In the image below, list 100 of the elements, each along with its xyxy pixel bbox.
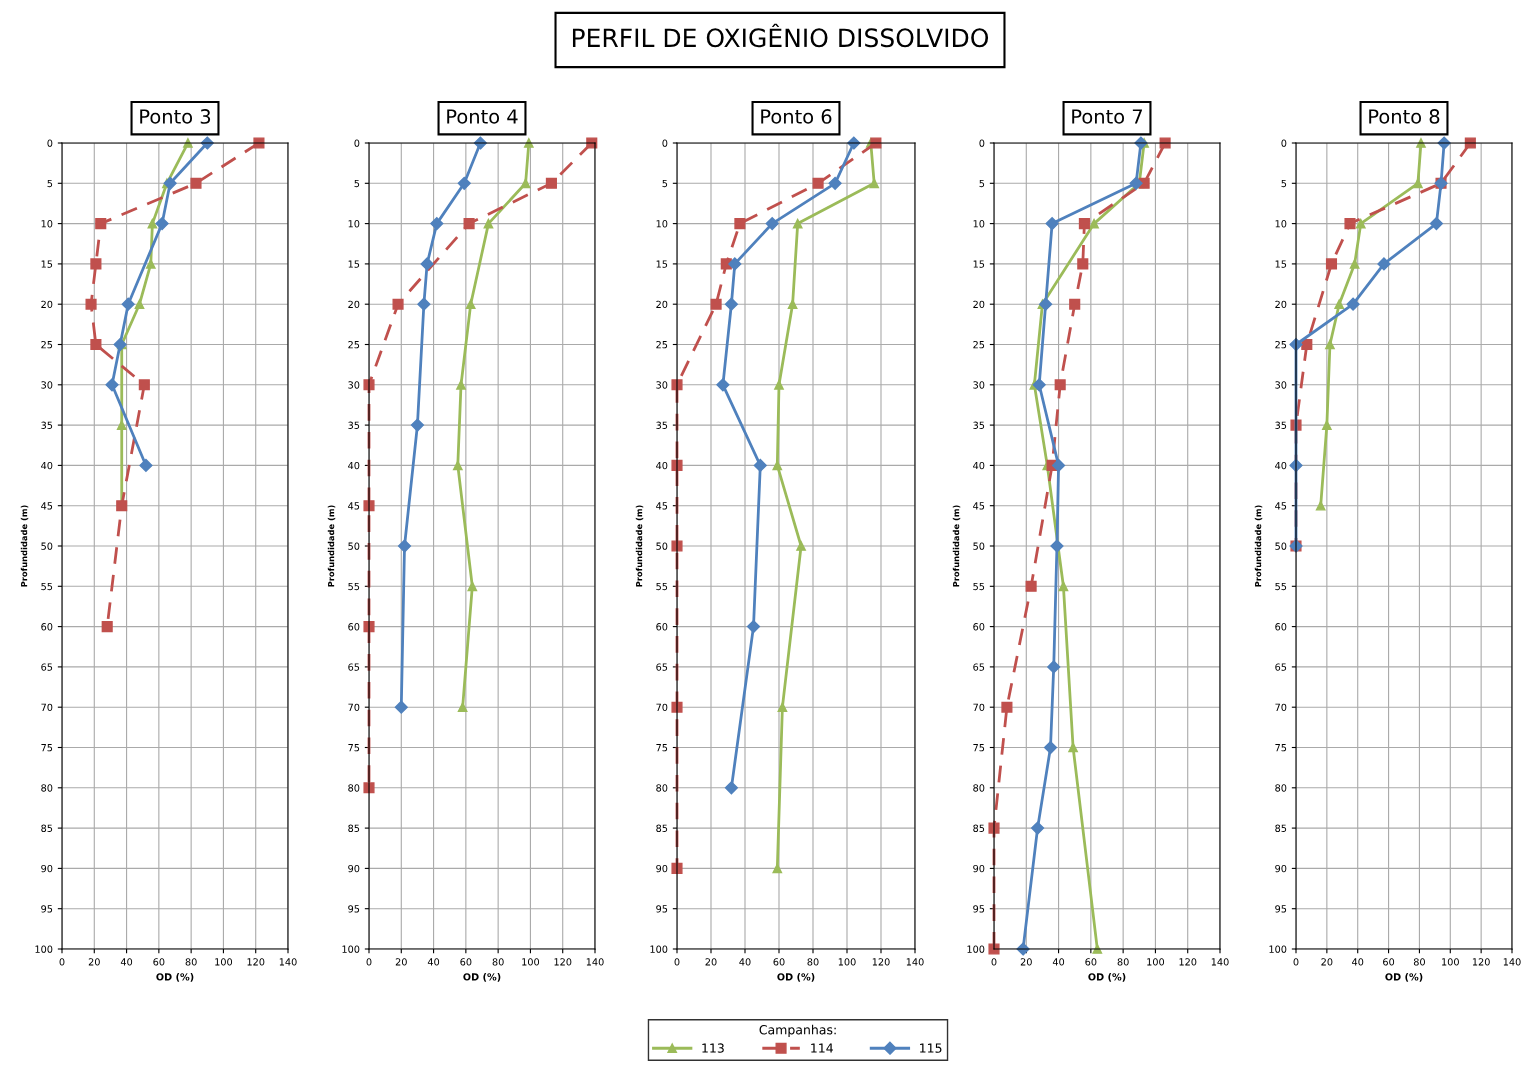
x-tick-label: 120 (247, 958, 265, 966)
y-tick-label: 70 (348, 703, 360, 712)
y-tick-label: 15 (348, 260, 360, 268)
y-tick-label: 90 (41, 864, 53, 873)
legend-label: 113 (702, 1043, 724, 1053)
y-tick-label: 20 (973, 300, 985, 309)
y-tick-label: 95 (973, 905, 985, 913)
y-tick-label: 0 (47, 139, 53, 147)
x-tick-label: 40 (1352, 958, 1364, 966)
x-tick-label: 80 (185, 958, 197, 966)
x-tick-label: 100 (215, 958, 233, 966)
x-tick-label: 140 (279, 958, 297, 966)
legend-label: 115 (920, 1043, 942, 1053)
y-tick-label: 5 (662, 179, 668, 188)
x-axis-title: OD (%) (156, 973, 194, 982)
y-tick-label: 20 (1275, 300, 1287, 309)
x-tick-label: 120 (1179, 958, 1197, 966)
x-tick-label: 100 (1442, 958, 1459, 966)
y-tick-label: 50 (1275, 542, 1287, 550)
y-tick-label: 95 (1275, 905, 1287, 913)
y-axis-title: Profundidade (m) (1254, 505, 1263, 587)
y-tick-label: 45 (41, 502, 53, 510)
y-tick-label: 55 (41, 582, 53, 591)
x-tick-label: 40 (1052, 958, 1065, 966)
y-tick-label: 40 (41, 461, 53, 470)
x-tick-label: 80 (1413, 958, 1425, 966)
y-tick-label: 75 (1275, 744, 1287, 752)
x-tick-label: 100 (838, 958, 856, 966)
y-tick-label: 35 (973, 421, 985, 429)
x-tick-label: 140 (1211, 958, 1229, 966)
y-tick-label: 70 (656, 703, 668, 712)
y-tick-label: 30 (1275, 381, 1287, 389)
chart-title: Ponto 7 (1072, 109, 1142, 124)
y-tick-label: 5 (1281, 179, 1287, 188)
y-tick-label: 90 (656, 864, 668, 873)
y-tick-label: 95 (656, 905, 668, 913)
y-tick-label: 50 (348, 542, 360, 550)
y-tick-label: 45 (1275, 502, 1287, 510)
y-tick-label: 40 (348, 461, 360, 470)
y-tick-label: 85 (973, 824, 985, 832)
y-tick-label: 90 (348, 864, 360, 873)
y-tick-label: 25 (348, 340, 360, 349)
chart-title: Ponto 8 (1369, 109, 1440, 124)
x-tick-label: 20 (1321, 958, 1333, 966)
y-tick-label: 30 (348, 381, 360, 389)
y-tick-label: 15 (41, 260, 53, 268)
x-tick-label: 140 (1503, 958, 1521, 966)
y-tick-label: 55 (1275, 582, 1287, 591)
x-tick-label: 20 (1020, 958, 1032, 966)
y-tick-label: 55 (348, 582, 360, 591)
x-tick-label: 0 (1293, 958, 1299, 966)
y-tick-label: 20 (656, 300, 668, 309)
x-tick-label: 80 (1117, 958, 1129, 966)
y-tick-label: 45 (348, 502, 360, 510)
y-tick-label: 50 (973, 542, 985, 550)
y-tick-label: 60 (348, 623, 360, 631)
y-tick-label: 15 (973, 260, 985, 268)
y-tick-label: 100 (650, 945, 668, 953)
y-tick-label: 35 (1275, 421, 1287, 429)
y-tick-label: 15 (1275, 260, 1287, 268)
y-tick-label: 5 (979, 179, 985, 188)
y-tick-label: 95 (348, 905, 360, 913)
y-tick-label: 35 (656, 421, 668, 429)
y-tick-label: 5 (47, 179, 53, 188)
y-tick-label: 10 (973, 220, 985, 228)
x-tick-label: 0 (674, 958, 680, 966)
y-tick-label: 80 (1275, 784, 1287, 792)
y-tick-label: 100 (967, 945, 985, 953)
y-tick-label: 65 (656, 663, 668, 671)
y-axis-title: Profundidade (m) (635, 505, 644, 587)
y-tick-label: 0 (1281, 139, 1287, 147)
y-tick-label: 10 (1275, 220, 1287, 228)
y-tick-label: 50 (41, 542, 53, 550)
y-tick-label: 60 (973, 623, 985, 631)
y-tick-label: 70 (973, 703, 985, 712)
legend-title: Campanhas: (759, 1024, 836, 1037)
legend-label: 114 (811, 1043, 833, 1053)
y-axis-title: Profundidade (m) (20, 505, 29, 587)
y-axis-title: Profundidade (m) (327, 505, 336, 587)
y-tick-label: 25 (1275, 340, 1287, 349)
y-tick-label: 70 (41, 703, 53, 712)
x-tick-label: 20 (395, 958, 407, 966)
x-tick-label: 120 (554, 958, 572, 966)
y-tick-label: 55 (973, 582, 985, 591)
x-tick-label: 0 (991, 958, 997, 966)
y-tick-label: 75 (348, 744, 360, 752)
y-tick-label: 65 (348, 663, 360, 671)
x-tick-label: 60 (1085, 958, 1097, 966)
x-tick-label: 20 (88, 958, 100, 966)
y-tick-label: 75 (41, 744, 53, 752)
y-tick-label: 95 (41, 905, 53, 913)
x-tick-label: 100 (522, 958, 540, 966)
x-tick-label: 60 (1383, 958, 1395, 966)
y-tick-label: 50 (656, 542, 668, 550)
y-tick-label: 25 (41, 340, 53, 349)
y-tick-label: 35 (348, 421, 360, 429)
y-tick-label: 30 (41, 381, 53, 389)
y-tick-label: 80 (41, 784, 53, 792)
y-tick-label: 45 (973, 502, 985, 510)
x-tick-label: 140 (586, 958, 604, 966)
